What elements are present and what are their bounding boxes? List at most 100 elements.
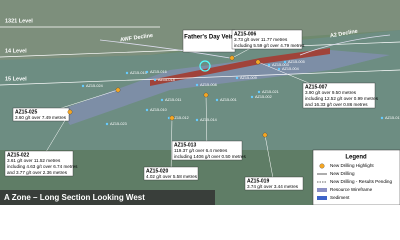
legend-item: Sediment bbox=[317, 195, 350, 200]
level-label: 14 Level bbox=[5, 48, 27, 54]
legend-item: New Drilling bbox=[317, 171, 355, 176]
level-label: 1321 Level bbox=[5, 18, 33, 24]
hole-label: AZ15-021 bbox=[262, 90, 279, 94]
callout-box bbox=[4, 150, 74, 177]
drill-pierce bbox=[145, 108, 149, 112]
legend-label: New Drilling Highlight bbox=[330, 163, 374, 168]
long-section: A Zone – Long Section Looking West 1321 … bbox=[0, 0, 400, 205]
leader-line bbox=[264, 134, 275, 184]
highlight-dot bbox=[262, 132, 268, 138]
callout-box bbox=[302, 82, 376, 109]
drill-pierce bbox=[195, 83, 199, 87]
legend-label: New Drilling bbox=[330, 171, 355, 176]
callout-line: and 3.77 g/t over 2.36 metres bbox=[7, 170, 68, 175]
drill-pierce bbox=[125, 71, 129, 75]
decline-path bbox=[299, 34, 391, 56]
callout-line: including 12.52 g/t over 0.99 metres bbox=[305, 96, 379, 101]
hole-labels: AZ15-015 AZ15-016 AZ15-018 AZ15-010 AZ15-011… bbox=[81, 60, 400, 126]
legend-title: Legend bbox=[345, 155, 367, 161]
drill-pierce bbox=[145, 70, 149, 74]
highlight-dot bbox=[229, 55, 235, 61]
hole-label: AZ15-016 bbox=[150, 70, 167, 74]
callout-line: including 5.59 g/t over 4.79 metres bbox=[234, 43, 305, 48]
drill-pierce bbox=[380, 116, 384, 120]
hole-label: AZ15-004 bbox=[282, 67, 299, 71]
drill-pierce bbox=[277, 67, 281, 71]
vein-box bbox=[182, 29, 236, 53]
legend-label: Sediment bbox=[330, 195, 350, 200]
callout-line: 4.02 g/t over 5.58 metres bbox=[146, 174, 198, 179]
drill-pierce bbox=[105, 122, 109, 126]
drill-pierce bbox=[167, 116, 171, 120]
callout-line: 3.60 g/t over 7.49 metres bbox=[15, 115, 67, 120]
hole-label: AZ15-024 bbox=[86, 84, 103, 88]
callout-box bbox=[231, 29, 303, 50]
callout-box bbox=[12, 107, 70, 122]
legend-label: New Drilling - Results Pending bbox=[330, 179, 392, 184]
callout-hole: AZ15-013 bbox=[174, 142, 196, 148]
drill-pierce bbox=[195, 118, 199, 122]
highlight-dot bbox=[67, 109, 73, 115]
level-label: 15 Level bbox=[5, 76, 27, 82]
callout-box bbox=[171, 140, 243, 161]
highlight-dot bbox=[255, 59, 261, 65]
callout-box bbox=[244, 176, 304, 191]
hole-label: AZ15-012 bbox=[172, 116, 189, 120]
vein-label: Father's Day Vein bbox=[184, 35, 234, 41]
drill-pierce bbox=[267, 63, 271, 67]
callout-hole: AZ15-019 bbox=[247, 178, 269, 184]
highlight-dot bbox=[115, 87, 121, 93]
hole-label: AZ15-011 bbox=[165, 98, 181, 102]
decline-label: A2 Decline bbox=[330, 29, 359, 40]
hole-label: AZ15-010 bbox=[150, 108, 167, 112]
callout-line: and 16.33 g/t over 0.86 metres bbox=[305, 102, 368, 107]
drill-pierce bbox=[250, 95, 254, 99]
callout-line: 3.90 g/t over 9.50 metres bbox=[305, 90, 357, 95]
hole-label: AZ15-001 bbox=[220, 98, 237, 102]
callout-line: 3.73 g/t over 11.77 metres bbox=[234, 37, 288, 42]
callout-hole: AZ15-020 bbox=[146, 168, 168, 174]
hole-label: AZ15-005 bbox=[288, 60, 305, 64]
callout-line: 119.37 g/t over 6.4 metres bbox=[174, 148, 228, 153]
hole-label: AZ15-003 bbox=[272, 63, 289, 67]
drill-pierce bbox=[215, 98, 219, 102]
hole-label: AZ15-008 bbox=[200, 83, 217, 87]
decline-path bbox=[99, 39, 231, 59]
legend-symbol bbox=[319, 163, 325, 169]
hole-label: AZ15-018 bbox=[158, 78, 175, 82]
callout-hole: AZ15-006 bbox=[234, 31, 256, 37]
legend: Legend New Drilling Highlight New Drillin… bbox=[312, 149, 400, 205]
legend-item: New Drilling - Results Pending bbox=[317, 179, 392, 184]
callout-line: including 4.63 g/t over 6.74 metres bbox=[7, 164, 78, 169]
footer-title: A Zone – Long Section Looking West bbox=[4, 193, 145, 202]
callout-hole: AZ15-007 bbox=[305, 84, 327, 90]
highlight-ring bbox=[199, 60, 211, 72]
callout-hole: AZ15-022 bbox=[7, 152, 29, 158]
legend-symbol bbox=[317, 196, 327, 200]
legend-box bbox=[312, 149, 400, 205]
callout-line: 3.61 g/t over 11.52 metres bbox=[7, 158, 61, 163]
drill-pierce bbox=[160, 98, 164, 102]
wireframe-zone bbox=[60, 50, 390, 125]
highlight-dot bbox=[169, 115, 175, 121]
vein-band bbox=[150, 48, 330, 86]
callout-line: including 1406 g/t over 0.50 metres bbox=[174, 154, 246, 159]
footer-bar bbox=[0, 190, 215, 205]
drill-pierce bbox=[235, 76, 239, 80]
hole-label: AZ15-009 bbox=[240, 76, 257, 80]
legend-label: Resource Wireframe bbox=[330, 187, 373, 192]
drill-pierce bbox=[153, 78, 157, 82]
callout-box bbox=[143, 166, 199, 181]
hole-label: AZ15-002 bbox=[255, 95, 272, 99]
legend-item: New Drilling Highlight bbox=[319, 163, 374, 169]
legend-item: Resource Wireframe bbox=[317, 187, 373, 192]
drill-pierce bbox=[283, 60, 287, 64]
legend-symbol bbox=[317, 188, 327, 192]
drill-pierce bbox=[81, 84, 85, 88]
hole-label: AZ15-017 bbox=[385, 116, 400, 120]
leader-line bbox=[170, 117, 173, 174]
highlight-dot bbox=[203, 92, 209, 98]
hole-label: AZ15-023 bbox=[110, 122, 127, 126]
level-line bbox=[0, 69, 400, 86]
